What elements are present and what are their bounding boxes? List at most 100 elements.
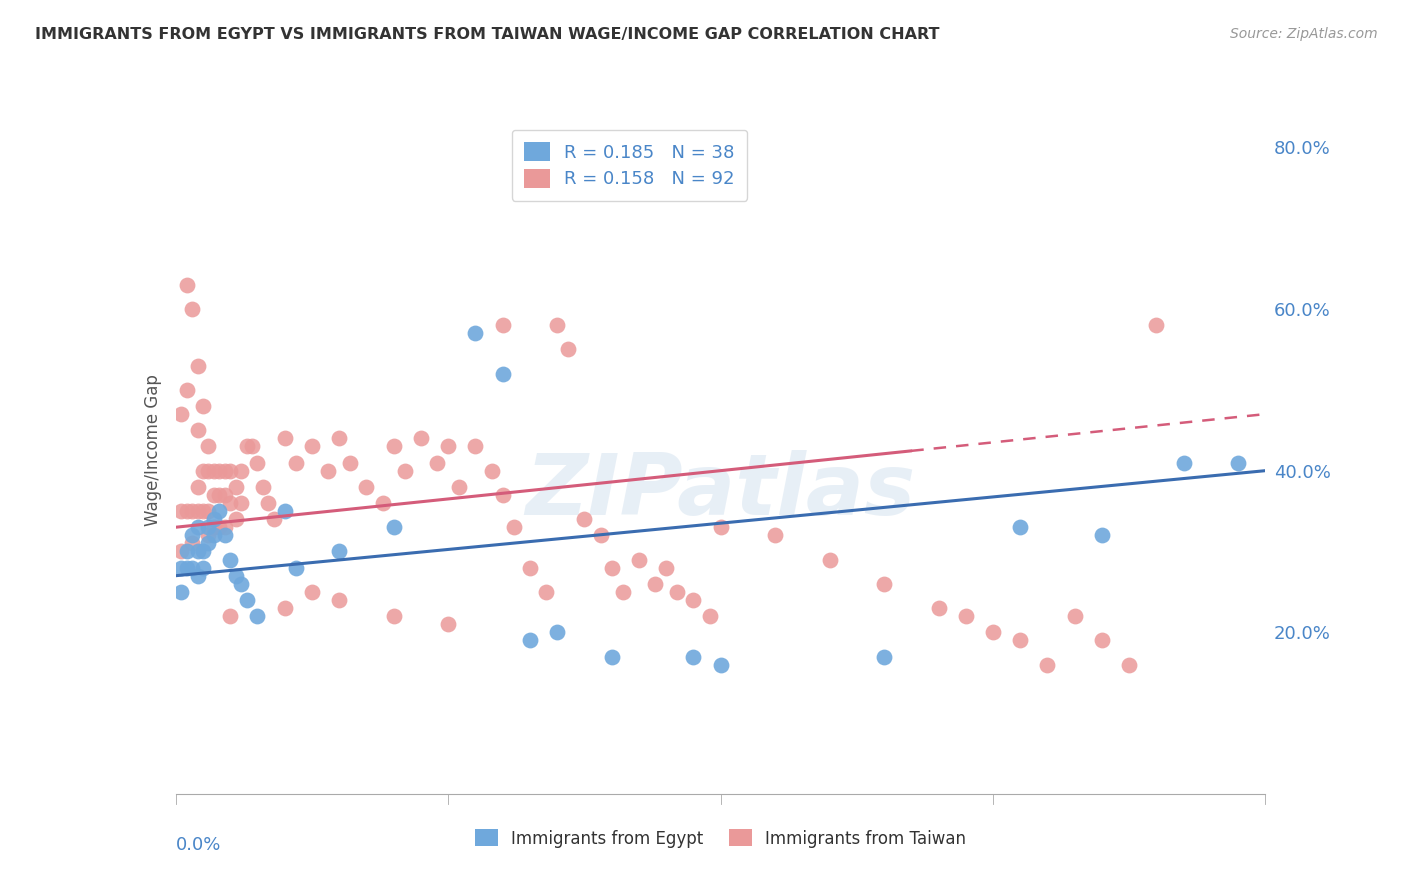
Point: [219, 496, 242, 510]
Point: [600, 560, 623, 574]
Point: [557, 343, 579, 357]
Point: [492, 367, 515, 381]
Point: [447, 480, 470, 494]
Point: [274, 504, 297, 518]
Point: [225, 512, 247, 526]
Point: [981, 625, 1004, 640]
Point: [231, 576, 253, 591]
Point: [1063, 609, 1085, 624]
Y-axis label: Wage/Income Gap: Wage/Income Gap: [143, 375, 162, 526]
Point: [382, 520, 405, 534]
Point: [546, 318, 568, 333]
Point: [682, 649, 704, 664]
Point: [682, 593, 704, 607]
Point: [214, 488, 236, 502]
Text: Source: ZipAtlas.com: Source: ZipAtlas.com: [1230, 27, 1378, 41]
Point: [181, 536, 204, 550]
Point: [219, 552, 242, 566]
Point: [208, 488, 231, 502]
Point: [181, 504, 204, 518]
Point: [464, 326, 486, 341]
Point: [202, 520, 225, 534]
Point: [589, 528, 612, 542]
Point: [284, 456, 307, 470]
Point: [170, 560, 193, 574]
Point: [186, 359, 209, 373]
Point: [1010, 633, 1032, 648]
Point: [225, 568, 247, 582]
Point: [176, 544, 198, 558]
Point: [240, 439, 263, 453]
Point: [284, 560, 307, 574]
Point: [191, 544, 214, 558]
Point: [1091, 528, 1114, 542]
Point: [252, 480, 274, 494]
Point: [574, 512, 596, 526]
Point: [202, 464, 225, 478]
Point: [274, 431, 297, 445]
Point: [644, 576, 666, 591]
Point: [699, 609, 721, 624]
Point: [191, 560, 214, 574]
Point: [710, 657, 733, 672]
Text: ZIPatlas: ZIPatlas: [526, 450, 915, 533]
Point: [1010, 520, 1032, 534]
Point: [202, 512, 225, 526]
Point: [170, 407, 193, 421]
Point: [666, 585, 689, 599]
Point: [197, 464, 219, 478]
Point: [197, 439, 219, 453]
Text: IMMIGRANTS FROM EGYPT VS IMMIGRANTS FROM TAIWAN WAGE/INCOME GAP CORRELATION CHAR: IMMIGRANTS FROM EGYPT VS IMMIGRANTS FROM…: [35, 27, 939, 42]
Point: [231, 464, 253, 478]
Text: 0.0%: 0.0%: [176, 837, 221, 855]
Point: [225, 480, 247, 494]
Point: [612, 585, 634, 599]
Point: [519, 633, 541, 648]
Point: [181, 528, 204, 542]
Point: [197, 528, 219, 542]
Point: [246, 456, 269, 470]
Point: [208, 464, 231, 478]
Point: [710, 520, 733, 534]
Point: [763, 528, 786, 542]
Point: [328, 431, 350, 445]
Point: [186, 504, 209, 518]
Point: [186, 544, 209, 558]
Point: [181, 301, 204, 316]
Point: [437, 617, 460, 632]
Point: [214, 528, 236, 542]
Point: [197, 536, 219, 550]
Point: [176, 560, 198, 574]
Point: [394, 464, 416, 478]
Point: [339, 456, 361, 470]
Point: [208, 504, 231, 518]
Point: [464, 439, 486, 453]
Legend: Immigrants from Egypt, Immigrants from Taiwan: Immigrants from Egypt, Immigrants from T…: [468, 822, 973, 855]
Point: [371, 496, 394, 510]
Point: [519, 560, 541, 574]
Point: [1144, 318, 1167, 333]
Point: [356, 480, 378, 494]
Point: [301, 439, 323, 453]
Point: [328, 593, 350, 607]
Point: [219, 464, 242, 478]
Point: [186, 423, 209, 437]
Point: [208, 520, 231, 534]
Point: [257, 496, 280, 510]
Point: [409, 431, 432, 445]
Point: [197, 520, 219, 534]
Point: [1118, 657, 1140, 672]
Point: [197, 504, 219, 518]
Point: [176, 277, 198, 292]
Point: [627, 552, 650, 566]
Point: [263, 512, 285, 526]
Point: [202, 528, 225, 542]
Point: [426, 456, 449, 470]
Point: [235, 593, 257, 607]
Point: [492, 318, 515, 333]
Point: [186, 568, 209, 582]
Point: [492, 488, 515, 502]
Point: [655, 560, 678, 574]
Point: [214, 520, 236, 534]
Point: [231, 496, 253, 510]
